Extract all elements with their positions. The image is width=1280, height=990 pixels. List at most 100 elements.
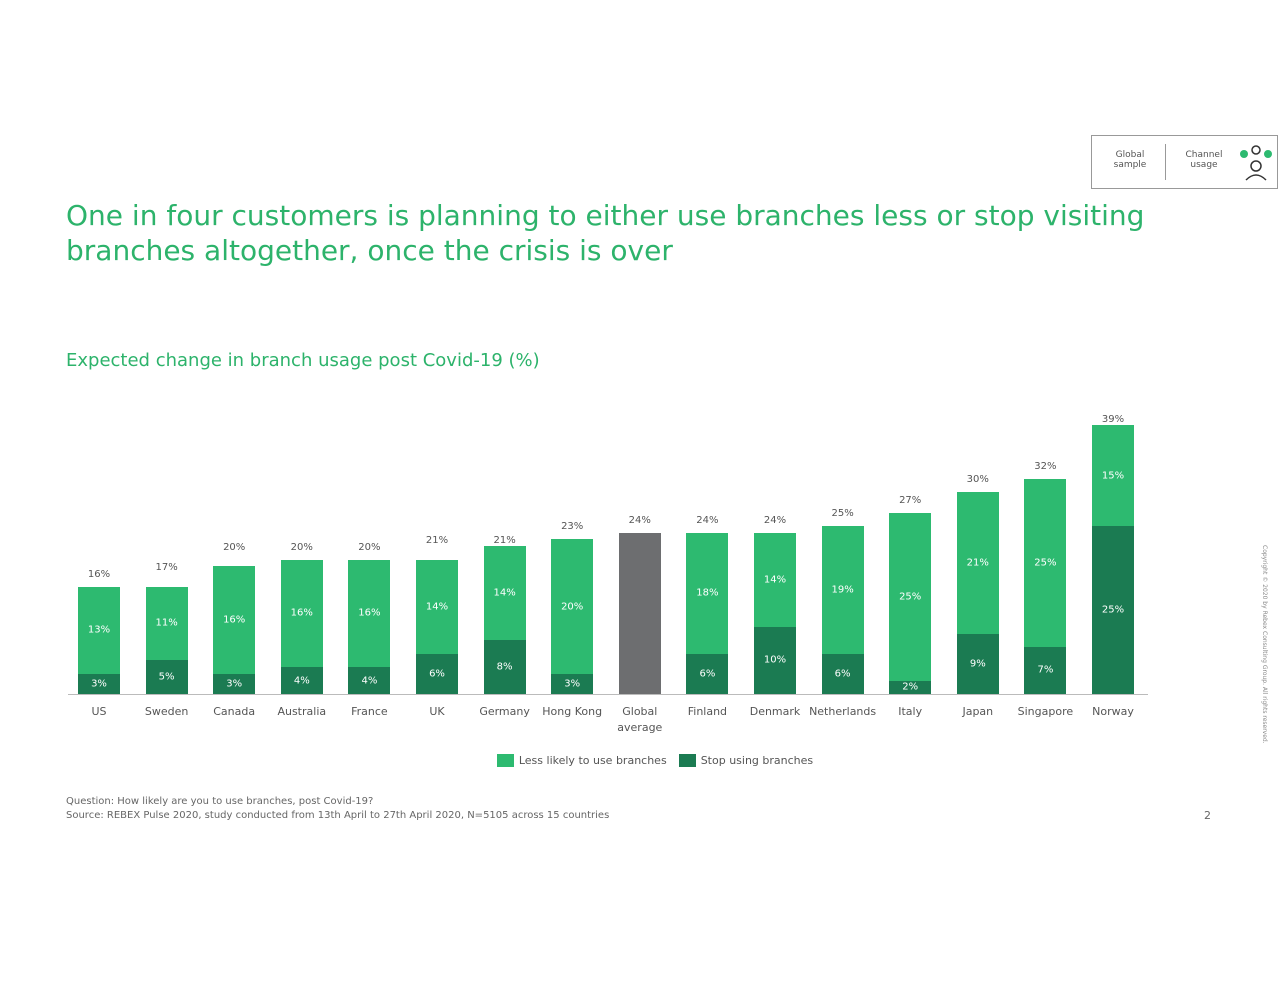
legend-item: Stop using branches — [678, 754, 814, 767]
segment-label: 25% — [1034, 557, 1057, 569]
badge-left: Global sample — [1113, 150, 1147, 170]
total-label: 30% — [966, 474, 989, 486]
x-tick-label: UK — [429, 705, 445, 718]
bar-segment — [889, 512, 932, 681]
segment-label: 14% — [425, 601, 449, 613]
total-label: 32% — [1034, 461, 1057, 473]
bar-segment — [145, 586, 188, 661]
bar-segment — [889, 680, 932, 694]
x-tick-label: Italy — [898, 705, 923, 718]
total-label: 27% — [899, 494, 922, 506]
legend-item: Less likely to use branches — [496, 754, 667, 767]
bar-segment — [483, 546, 526, 641]
segment-label: 6% — [699, 668, 716, 680]
x-tick-label: Australia — [277, 705, 327, 718]
subtitle: Expected change in branch usage post Cov… — [66, 350, 540, 371]
total-label: 24% — [628, 514, 651, 526]
segment-label: 16% — [223, 614, 246, 626]
bar-segment — [956, 633, 999, 694]
segment-label: 11% — [155, 617, 178, 629]
segment-label: 3% — [91, 678, 107, 690]
footnote: Source: REBEX Pulse 2020, study conducte… — [66, 810, 610, 821]
total-label: 20% — [223, 541, 246, 553]
segment-label: 16% — [290, 607, 313, 619]
bar-segment — [78, 586, 120, 674]
legend-label: Stop using branches — [700, 754, 814, 767]
segment-label: 13% — [87, 624, 111, 636]
x-tick-label: Netherlands — [809, 705, 877, 718]
bar-segment — [821, 653, 864, 694]
bar-segment — [1092, 526, 1134, 694]
title: One in four customers is planning to eit… — [66, 199, 1145, 267]
bar-segment — [821, 526, 864, 654]
bar-segment — [551, 539, 594, 674]
legend-swatch — [496, 754, 514, 767]
segment-label: 7% — [1037, 664, 1054, 676]
badge: Global sample Channel usage — [1091, 135, 1278, 189]
segment-label: 19% — [831, 584, 854, 596]
bar-segment — [280, 667, 323, 694]
total-label: 16% — [87, 568, 111, 580]
bar-total — [618, 532, 661, 694]
bar-segment — [416, 559, 458, 654]
legend-label: Less likely to use branches — [518, 754, 667, 767]
bar-segment — [754, 532, 796, 627]
x-tick-label: Finland — [687, 705, 728, 718]
segment-label: 4% — [361, 675, 378, 687]
legend-swatch — [678, 754, 696, 767]
segment-label: 5% — [158, 671, 175, 683]
x-tick-label: Canada — [213, 705, 256, 718]
x-tick-label: Global average — [617, 705, 663, 734]
total-label: 17% — [155, 561, 178, 573]
bar-segment — [213, 673, 256, 694]
x-tick-label: Japan — [962, 705, 994, 718]
segment-label: 21% — [966, 557, 989, 569]
total-label: 24% — [763, 514, 787, 526]
bar-segment — [416, 653, 458, 694]
segment-label: 4% — [293, 675, 310, 687]
x-tick-label: Hong Kong — [542, 705, 603, 718]
total-label: 25% — [831, 508, 854, 520]
page-number: 2 — [1204, 809, 1211, 822]
total-label: 21% — [493, 534, 516, 546]
total-label: 20% — [290, 541, 313, 553]
bar-segment — [280, 559, 323, 668]
bar-segment — [686, 653, 729, 694]
x-tick-label: Sweden — [144, 705, 189, 718]
x-tick-label: Norway — [1092, 705, 1134, 718]
x-tick-label: France — [351, 705, 388, 718]
segment-label: 8% — [496, 661, 513, 673]
segment-label: 25% — [899, 591, 922, 603]
segment-label: 6% — [834, 668, 851, 680]
badge-right: Channel usage — [1185, 150, 1223, 170]
bar-segment — [78, 673, 120, 694]
segment-label: 3% — [564, 678, 581, 690]
bar-segment — [145, 660, 188, 694]
x-axis — [68, 694, 1148, 695]
bar-segment — [1024, 479, 1067, 647]
badge-icon — [1240, 145, 1272, 181]
segment-label: 16% — [358, 607, 381, 619]
badge-separator — [1165, 144, 1166, 180]
segment-label: 15% — [1101, 470, 1125, 482]
footnotes: Question: How likely are you to use bran… — [66, 795, 609, 823]
x-tick-label: Denmark — [749, 705, 801, 718]
segment-label: 14% — [763, 574, 787, 586]
footnote: Question: How likely are you to use bran… — [66, 796, 374, 807]
bar-segment — [348, 559, 391, 668]
bar-segment — [1024, 646, 1067, 694]
total-label: 23% — [561, 521, 584, 533]
total-label: 24% — [696, 514, 719, 526]
bar-segment — [686, 532, 729, 654]
legend: Less likely to use branches Stop using br… — [0, 754, 1280, 770]
segment-label: 2% — [902, 681, 919, 693]
x-tick-label: Singapore — [1017, 705, 1074, 718]
segment-label: 3% — [226, 678, 243, 690]
bar-segment — [483, 640, 526, 694]
segment-label: 6% — [429, 668, 445, 680]
copyright: Copyright © 2020 by Rebex Consulting Gro… — [1261, 545, 1268, 744]
segment-label: 14% — [493, 587, 516, 599]
segment-label: 10% — [763, 654, 787, 666]
